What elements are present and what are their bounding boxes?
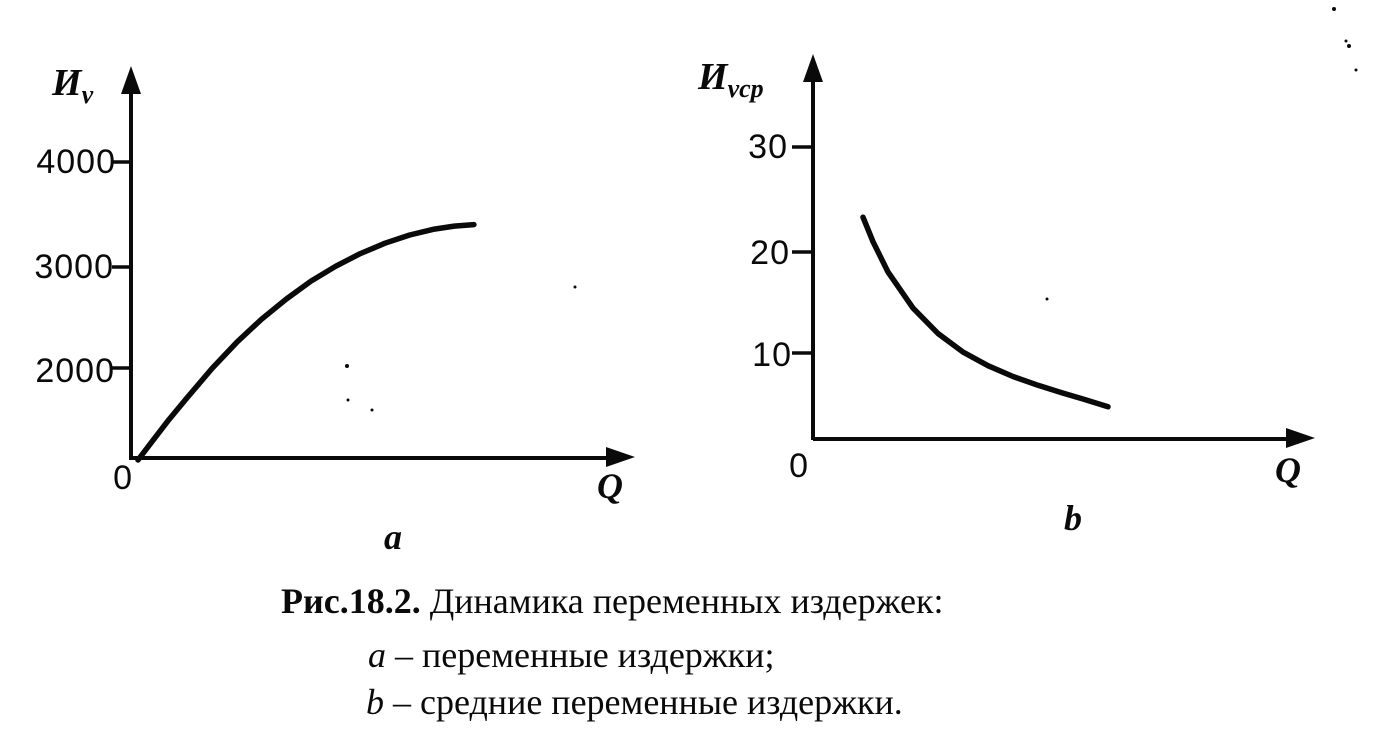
- panel-b-letter: b: [1064, 498, 1082, 538]
- panel-b-x-axis-label: Q: [1275, 450, 1301, 490]
- caption-title: Рис.18.2. Динамика переменных издержек:: [281, 583, 943, 619]
- panel-a-y-axis-label-sub: v: [81, 80, 94, 109]
- panel-a-axes: [112, 90, 612, 460]
- panel-b-tick-label-20: 20: [750, 234, 790, 272]
- panel-b-y-axis-label: Иvср: [698, 58, 764, 102]
- panel-a-origin-label: 0: [113, 459, 133, 497]
- panel-b-y-axis-label-sub: vср: [727, 74, 764, 103]
- panel-a-tick-label-3000: 3000: [34, 248, 114, 286]
- panel-a-y-axis-label: Иv: [52, 64, 93, 108]
- caption-item-a-text: – переменные издержки;: [386, 635, 775, 675]
- panel-b-x-arrow-icon: [1286, 428, 1315, 448]
- panel-b-origin-label: 0: [789, 447, 809, 485]
- panel-a-x-arrow-icon: [606, 447, 635, 467]
- panel-a-x-axis-label: Q: [597, 466, 623, 506]
- panel-b-tick-label-30: 30: [748, 128, 788, 166]
- caption-item-a-letter: a: [368, 635, 386, 675]
- panel-a-y-arrow-icon: [121, 66, 141, 94]
- panel-b-curve: [860, 214, 1111, 410]
- panel-a-curve: [135, 221, 477, 463]
- panel-b-tick-label-10: 10: [752, 336, 792, 374]
- caption-item-b: b – средние переменные издержки.: [366, 684, 903, 720]
- panel-b-axes: [792, 78, 1292, 441]
- panel-a-letter: a: [384, 517, 402, 557]
- panel-b-y-arrow-icon: [803, 54, 823, 82]
- panel-b-y-axis-label-base: И: [698, 56, 728, 98]
- scan-specks: [345, 7, 1358, 412]
- panel-a-tick-label-4000: 4000: [36, 143, 116, 181]
- caption-item-b-text: – средние переменные издержки.: [384, 682, 903, 722]
- caption-title-text: Динамика переменных издержек:: [420, 581, 944, 621]
- panel-a-tick-label-2000: 2000: [35, 352, 115, 390]
- panel-a-y-axis-label-base: И: [52, 62, 82, 104]
- caption-figure-number: Рис.18.2.: [281, 581, 421, 621]
- caption-item-a: a – переменные издержки;: [368, 637, 774, 673]
- caption-item-b-letter: b: [366, 682, 384, 722]
